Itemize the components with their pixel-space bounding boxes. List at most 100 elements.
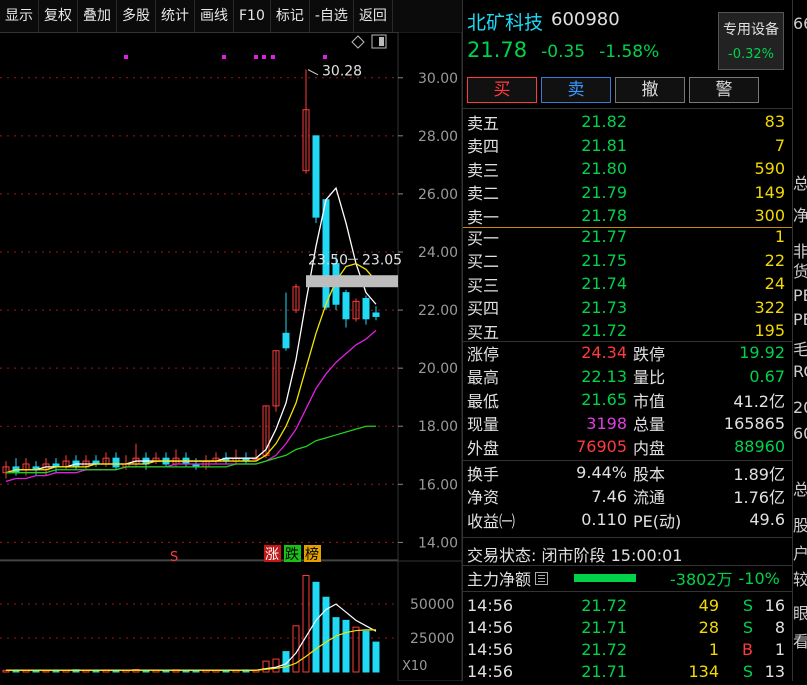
toolbar-item[interactable]: 复权 [39,0,78,32]
volume-bar [262,660,270,673]
orderbook-row[interactable]: 卖一 21.78 300 [463,204,793,228]
toolbar-item[interactable]: 标记 [271,0,310,32]
toolbar-item[interactable]: -自选 [310,0,354,32]
stat-label: 净资 [467,488,500,508]
last-price: 21.78 [467,38,528,62]
price-tick-label: 16.00 [418,477,458,493]
alert-button[interactable]: 警 [689,77,759,103]
cancel-button[interactable]: 撤 [615,77,685,103]
stat-value: 1.76亿 [733,488,785,508]
price-tick-label: 26.00 [418,187,458,203]
orderbook-row[interactable]: 买四 21.73 322 [463,296,793,320]
sector-pct: -0.32% [728,47,774,62]
tick-count: 1 [774,639,785,659]
level-volume: 22 [764,250,785,270]
stat-value: 0.67 [749,366,785,386]
high-pointer [307,69,319,76]
candle-body [372,312,380,317]
stat-row: 涨停 24.34 跌停 19.92 [463,341,793,365]
money-flow-pct: -10% [738,568,780,588]
volume-bar [272,658,280,673]
badge-bg [284,545,301,562]
candle-body [312,135,320,218]
bid-list: 买一 21.77 1 买二 21.75 22 买三 21.74 24 买四 21.73 322 买五 21… [463,225,793,343]
sector-label: 专用设备 [723,22,779,38]
orderbook-row[interactable]: 买三 21.74 24 [463,272,793,296]
ma-line [5,186,377,474]
orderbook-row[interactable]: 买二 21.75 22 [463,249,793,273]
quote-panel: 北矿科技 600980 21.78 -0.35 -1.58% 专用设备 -0.3… [462,0,793,681]
badge-bang: 榜 [305,546,319,563]
orderbook-row[interactable]: 卖二 21.79 149 [463,181,793,205]
toolbar-item[interactable]: 画线 [195,0,234,32]
level-label: 买二 [467,252,500,272]
ask-list: 卖五 21.82 83 卖四 21.81 7 卖三 21.80 590 卖二 21.79 149 卖一 2… [463,110,793,228]
toolbar-item[interactable]: F10 [234,0,271,32]
orderbook-row[interactable]: 卖四 21.81 7 [463,134,793,158]
stat-label: 流通 [633,488,666,508]
divider [463,108,793,109]
stock-name: 北矿科技 [467,12,544,34]
edge-fragment: 非 [793,238,807,262]
toolbar-item[interactable]: 显示 [0,0,39,32]
tick-list[interactable]: 14:56 21.72 49 S 16 14:56 21.71 28 S 8 14:56 21.72 1… [463,594,793,682]
chart-toolbar: 显示 复权 叠加 多股 统计 画线 F10 标记 -自选 返回 [0,0,462,33]
orderbook-row[interactable]: 买一 21.77 1 [463,225,793,249]
kline-chart[interactable]: 30.00 28.00 26.00 24.00 22.00 20.00 18.00 16.00… [0,31,463,682]
toolbar-item[interactable]: 叠加 [78,0,117,32]
stat-value: 88960 [734,437,785,457]
candle-body [292,286,300,311]
toolbar-item[interactable]: 多股 [117,0,156,32]
level-label: 卖五 [467,113,500,133]
price-tick-label: 18.00 [418,419,458,435]
sell-button[interactable]: 卖 [541,77,611,103]
volume-bar [352,626,360,673]
tick-time: 14:56 [467,595,514,615]
ma-line [5,329,377,483]
stat-row: 换手 9.44% 股本 1.89亿 [463,461,793,485]
buy-button[interactable]: 买 [467,77,537,103]
kline-chart-panel[interactable]: 30.00 28.00 26.00 24.00 22.00 20.00 18.00 16.00… [0,31,463,682]
toolbar-item[interactable]: 统计 [156,0,195,32]
stock-code: 600980 [551,9,620,30]
orderbook-row[interactable]: 买五 21.72 195 [463,319,793,343]
level-price: 21.73 [581,297,627,317]
level-price: 21.77 [581,227,627,247]
orderbook-row[interactable]: 卖五 21.82 83 [463,110,793,134]
window-toggle-icon[interactable] [371,34,387,49]
edge-fragment: 总 [793,170,807,194]
sector-box[interactable]: 专用设备 -0.32% [718,12,784,70]
stat-label: 最低 [467,391,500,411]
tick-side: S [742,617,753,637]
edge-fragment: 20 [793,398,807,417]
level-label: 买一 [467,228,500,248]
level-volume: 149 [754,182,785,202]
candle-body [112,457,120,468]
event-marker [222,55,226,59]
tick-side: S [742,661,753,681]
event-marker [262,55,266,59]
volume-bar [372,641,380,673]
diamond-icon[interactable] [351,35,365,49]
level-volume: 322 [754,297,785,317]
toolbar-item[interactable]: 返回 [354,0,393,32]
orderbook-row[interactable]: 卖三 21.80 590 [463,157,793,181]
stat-value: 19.92 [739,343,785,363]
level-price: 21.74 [581,274,627,294]
level-price: 21.78 [581,206,627,226]
ma-value-label: 23.50 [308,253,348,269]
badge-die: 跌 [285,547,299,563]
price-highlight-box [306,275,398,288]
divider [463,460,793,461]
candle-body [362,297,370,320]
level-price: 21.72 [581,321,627,341]
stat-value: 76905 [576,437,627,457]
stat-label: 量比 [633,368,666,388]
stat-value: 9.44% [576,463,627,483]
stats-block-1: 涨停 24.34 跌停 19.92 最高 22.13 量比 0.67 最低 21.65 市值 41.2… [463,341,793,459]
volume-bar [322,596,330,673]
level-volume: 300 [754,206,785,226]
list-icon[interactable] [535,571,549,585]
level-label: 买三 [467,275,500,295]
level-volume: 590 [754,159,785,179]
